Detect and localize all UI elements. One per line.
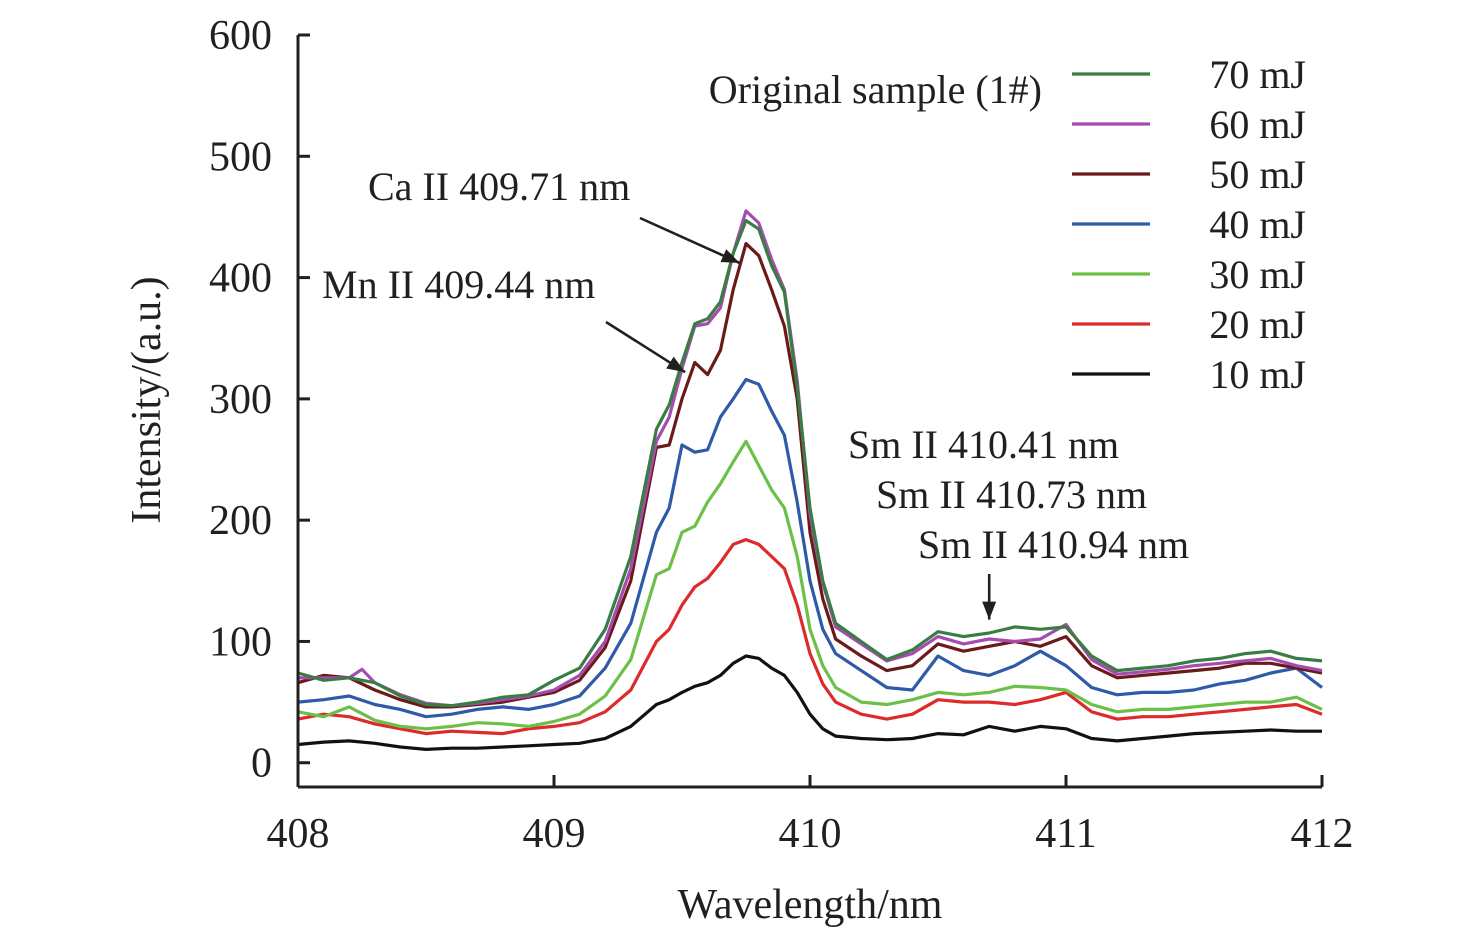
y-tick-label: 500 bbox=[209, 134, 272, 180]
series-line-20-mj bbox=[297, 538, 1323, 736]
x-tick-label: 411 bbox=[1035, 811, 1096, 857]
annotation-label: Sm II 410.94 nm bbox=[918, 522, 1189, 567]
annotation-layer: Ca II 409.71 nm Mn II 409.44 nm Sm II 410.… bbox=[322, 164, 1189, 620]
y-axis-title: Intensity/(a.u.) bbox=[124, 276, 170, 523]
annotation-arrow bbox=[639, 216, 741, 265]
series-line-40-mj bbox=[297, 377, 1323, 719]
legend-item-label: 40 mJ bbox=[1209, 202, 1306, 247]
series-line-50-mj bbox=[297, 242, 1323, 709]
legend-item-label: 20 mJ bbox=[1209, 302, 1306, 347]
annotation-label: Ca II 409.71 nm bbox=[368, 164, 630, 209]
arrow-head bbox=[720, 249, 740, 264]
legend-item-label: 70 mJ bbox=[1209, 52, 1306, 97]
chart-legend: Original sample (1#) 70 mJ 60 mJ 50 mJ 40 mJ… bbox=[709, 52, 1306, 397]
series-line-70-mj bbox=[297, 219, 1323, 708]
annotation-label: Mn II 409.44 nm bbox=[322, 262, 595, 307]
y-tick-label: 100 bbox=[209, 619, 272, 665]
legend-item-label: 50 mJ bbox=[1209, 152, 1306, 197]
legend-item-label: 30 mJ bbox=[1209, 252, 1306, 297]
legend-item-label: 60 mJ bbox=[1209, 102, 1306, 147]
series-layer bbox=[297, 209, 1323, 751]
series-line-30-mj bbox=[297, 439, 1323, 731]
arrow-head bbox=[982, 601, 997, 620]
axes-layer: 0 100 200 300 400 500 600 408 409 410 411 412 bbox=[209, 13, 1354, 857]
x-axis-title: Wavelength/nm bbox=[678, 882, 943, 928]
y-tick-label: 200 bbox=[209, 498, 272, 544]
legend-title: Original sample (1#) bbox=[709, 67, 1042, 112]
y-tick-label: 400 bbox=[209, 256, 272, 302]
annotation-label: Sm II 410.41 nm bbox=[848, 422, 1119, 467]
legend-item-label: 10 mJ bbox=[1209, 352, 1306, 397]
y-tick-label: 0 bbox=[251, 741, 272, 787]
annotation-label: Sm II 410.73 nm bbox=[876, 472, 1147, 517]
x-tick-label: 409 bbox=[523, 811, 586, 857]
arrow-head bbox=[666, 356, 686, 373]
series-line-10-mj bbox=[297, 654, 1322, 751]
x-tick-label: 412 bbox=[1291, 811, 1354, 857]
y-tick-label: 600 bbox=[209, 13, 272, 59]
x-tick-label: 410 bbox=[779, 811, 842, 857]
x-tick-label: 408 bbox=[267, 811, 330, 857]
y-tick-label: 300 bbox=[209, 377, 272, 423]
